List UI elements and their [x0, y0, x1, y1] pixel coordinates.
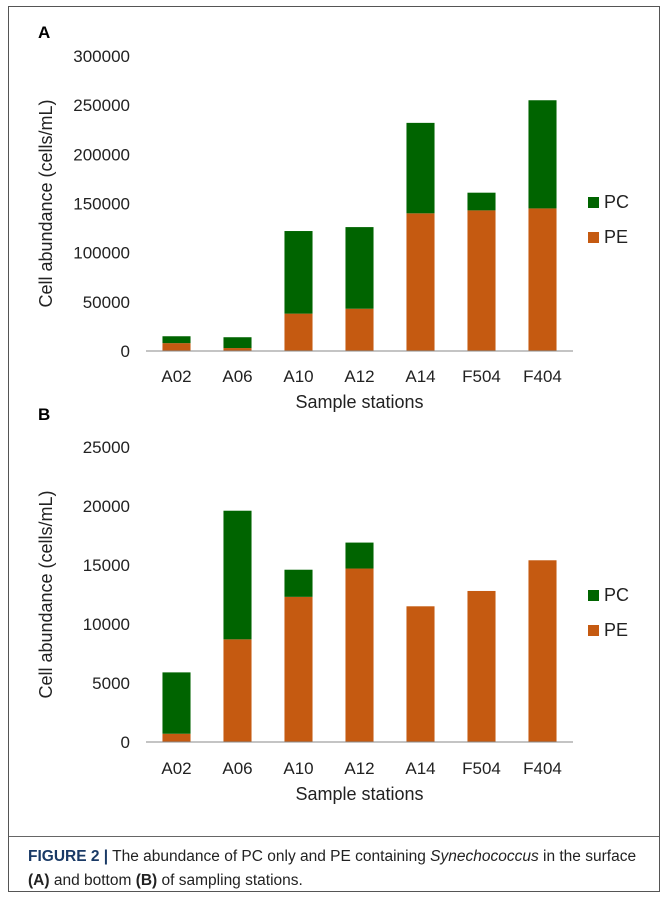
- panel-b-bar-pe: [345, 569, 373, 742]
- panel-a-xtick-label: A10: [283, 367, 313, 386]
- figure-caption: FIGURE 2 | The abundance of PC only and …: [28, 845, 638, 893]
- panel-b-xtick-label: A10: [283, 759, 313, 778]
- panel-a-legend-label-pc: PC: [604, 192, 629, 212]
- panel-a-ytick-label: 250000: [73, 96, 130, 115]
- panel-a-bar-pe: [467, 210, 495, 351]
- panel-b-ytick-label: 0: [121, 733, 130, 752]
- panel-a-bar-pe: [406, 213, 434, 351]
- panel-a-bar-pe: [528, 208, 556, 351]
- panel-b-bar-pc: [162, 672, 190, 733]
- caption-text-3: and bottom: [50, 872, 136, 889]
- panel-b-bar-pc: [223, 511, 251, 640]
- panel-a-ytick-label: 300000: [73, 47, 130, 66]
- panel-b-bar-pc: [345, 543, 373, 569]
- panel-a-legend-label-pe: PE: [604, 227, 628, 247]
- panel-b-bar-pc: [284, 570, 312, 597]
- panel-a-xtick-label: A06: [222, 367, 252, 386]
- panel-b-xtick-label: A06: [222, 759, 252, 778]
- caption-head: FIGURE 2 |: [28, 848, 108, 865]
- caption-bold-a: (A): [28, 872, 50, 889]
- panel-b-legend-label-pc: PC: [604, 585, 629, 605]
- panel-a-bar-pc: [223, 337, 251, 348]
- caption-text-4: of sampling stations.: [157, 872, 303, 889]
- panel-b-label: B: [38, 405, 50, 424]
- panel-a-xlabel: Sample stations: [295, 392, 423, 412]
- panel-a-ylabel: Cell abundance (cells/mL): [36, 99, 56, 307]
- panel-b-xtick-label: A02: [161, 759, 191, 778]
- panel-b-xtick-label: F504: [462, 759, 501, 778]
- panel-a-bar-pc: [345, 227, 373, 309]
- panel-a-ytick-label: 100000: [73, 244, 130, 263]
- panel-b-ytick-label: 15000: [83, 556, 130, 575]
- panel-a-legend-swatch-pc: [588, 197, 599, 208]
- panel-b-bar-pe: [467, 591, 495, 742]
- panel-b-ylabel: Cell abundance (cells/mL): [36, 490, 56, 698]
- panel-a-bar-pc: [406, 123, 434, 213]
- panel-b-bar-pe: [223, 639, 251, 742]
- panel-a-bar-pc: [284, 231, 312, 314]
- panel-a-ytick-label: 200000: [73, 145, 130, 164]
- panel-b-legend-swatch-pe: [588, 625, 599, 636]
- panel-b-ytick-label: 20000: [83, 497, 130, 516]
- panel-a-xtick-label: A14: [405, 367, 435, 386]
- figure-chart: A050000100000150000200000250000300000Cel…: [0, 0, 670, 840]
- panel-a-bar-pc: [162, 336, 190, 343]
- panel-b-bar-pe: [406, 606, 434, 742]
- panel-b-ytick-label: 5000: [92, 674, 130, 693]
- caption-divider: [9, 836, 659, 837]
- panel-a-ytick-label: 50000: [83, 293, 130, 312]
- panel-b-xlabel: Sample stations: [295, 784, 423, 804]
- panel-a-ytick-label: 0: [121, 342, 130, 361]
- panel-a-bar-pc: [467, 193, 495, 211]
- caption-bold-b: (B): [136, 872, 158, 889]
- panel-a-bar-pe: [284, 314, 312, 351]
- panel-b-legend-swatch-pc: [588, 590, 599, 601]
- panel-b-xtick-label: A12: [344, 759, 374, 778]
- panel-a-xtick-label: F404: [523, 367, 562, 386]
- panel-a-xtick-label: A02: [161, 367, 191, 386]
- panel-b-xtick-label: A14: [405, 759, 435, 778]
- caption-italic: Synechococcus: [430, 848, 539, 865]
- panel-a-xtick-label: A12: [344, 367, 374, 386]
- panel-a-bar-pe: [162, 343, 190, 351]
- caption-text-2: in the surface: [539, 848, 636, 865]
- panel-a-ytick-label: 150000: [73, 195, 130, 214]
- panel-b-ytick-label: 10000: [83, 615, 130, 634]
- panel-b-bar-pe: [162, 734, 190, 742]
- panel-b-xtick-label: F404: [523, 759, 562, 778]
- panel-a-xtick-label: F504: [462, 367, 501, 386]
- panel-a-label: A: [38, 23, 50, 42]
- panel-b-legend-label-pe: PE: [604, 620, 628, 640]
- panel-b-ytick-label: 25000: [83, 438, 130, 457]
- panel-b-bar-pe: [284, 597, 312, 742]
- panel-a-bar-pc: [528, 100, 556, 208]
- panel-a-bar-pe: [345, 309, 373, 351]
- panel-a-legend-swatch-pe: [588, 232, 599, 243]
- panel-b-bar-pe: [528, 560, 556, 742]
- caption-text-1: The abundance of PC only and PE containi…: [108, 848, 430, 865]
